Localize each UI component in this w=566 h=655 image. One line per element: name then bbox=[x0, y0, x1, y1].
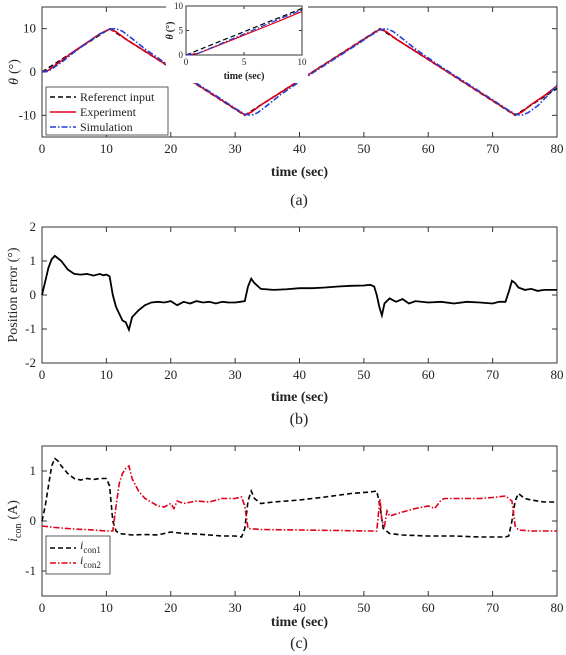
chart-a-x-tick-label: 50 bbox=[357, 141, 370, 156]
chart-a-inset-x-tick-label: 10 bbox=[298, 57, 308, 67]
chart-a-x-tick-label: 70 bbox=[486, 141, 499, 156]
chart-a-inset-y-axis-unit: (°) bbox=[165, 22, 176, 33]
chart-c-legend-label-1: icon2 bbox=[80, 553, 101, 570]
chart-a-inset-x-tick-label: 5 bbox=[242, 57, 247, 67]
chart-b-x-tick-label: 70 bbox=[486, 367, 499, 382]
chart-c-legend-label-0: icon1 bbox=[80, 538, 101, 555]
chart-c-x-tick-label: 40 bbox=[293, 600, 306, 615]
chart-b-x-tick-label: 80 bbox=[551, 367, 564, 382]
chart-b-x-tick-label: 30 bbox=[229, 367, 242, 382]
chart-b-x-tick-label: 20 bbox=[164, 367, 177, 382]
chart-a-x-tick-label: 20 bbox=[164, 141, 177, 156]
chart-b-y-tick-label: 1 bbox=[30, 253, 37, 268]
chart-a-x-tick-label: 10 bbox=[100, 141, 113, 156]
chart-c-x-tick-label: 30 bbox=[229, 600, 242, 615]
chart-c-legend-symbol-0: i bbox=[80, 538, 83, 552]
chart-a-inset-y-tick-label: 10 bbox=[174, 1, 184, 11]
chart-b-y-tick-label: -2 bbox=[25, 355, 36, 370]
chart-a-y-tick-label: -10 bbox=[19, 107, 36, 122]
chart-c-y-axis-subscript: con bbox=[13, 524, 24, 538]
chart-c-y-tick-label: -1 bbox=[25, 563, 36, 578]
chart-a-inset-series-line-2 bbox=[185, 9, 303, 56]
chart-a-x-tick-label: 40 bbox=[293, 141, 306, 156]
chart-c-legend-subscript-1: con2 bbox=[83, 560, 101, 570]
chart-c-axes-box bbox=[41, 445, 558, 597]
chart-c-y-tick-label: 0 bbox=[30, 513, 37, 528]
chart-b-x-tick-label: 10 bbox=[100, 367, 113, 382]
chart-c-x-tick-label: 0 bbox=[39, 600, 46, 615]
chart-a-x-tick-label: 80 bbox=[551, 141, 564, 156]
chart-a-legend-label-2: Simulation bbox=[80, 120, 133, 134]
chart-c-x-tick-label: 60 bbox=[422, 600, 435, 615]
chart-b-y-tick-label: 0 bbox=[30, 287, 37, 302]
chart-b-series-line-0 bbox=[41, 254, 557, 333]
chart-c-x-tick-label: 20 bbox=[164, 600, 177, 615]
chart-c-y-axis-unit: (A) bbox=[6, 500, 21, 520]
chart-c-x-tick-label: 10 bbox=[100, 600, 113, 615]
chart-c-x-tick-label: 50 bbox=[357, 600, 370, 615]
chart-c-legend bbox=[45, 535, 111, 575]
chart-a-x-tick-label: 0 bbox=[39, 141, 46, 156]
chart-b-caption: (b) bbox=[290, 411, 309, 428]
chart-c-x-tick-label: 80 bbox=[551, 600, 564, 615]
chart-c-y-axis-label: icon (A) bbox=[6, 500, 24, 542]
chart-a-inset-y-axis-symbol: θ bbox=[165, 33, 176, 39]
chart-b-y-axis-label: Position error (°) bbox=[6, 247, 21, 342]
chart-b-x-tick-label: 50 bbox=[357, 367, 370, 382]
chart-b-x-axis-label: time (sec) bbox=[271, 390, 328, 405]
chart-a-caption: (a) bbox=[290, 192, 308, 209]
chart-a-y-tick-label: 10 bbox=[23, 21, 36, 36]
chart-b-axes-box bbox=[41, 226, 558, 364]
chart-a-legend-label-0: Referenct input bbox=[80, 90, 155, 104]
chart-a-y-axis-unit: (°) bbox=[7, 59, 22, 74]
chart-a-inset-x-axis-label: time (sec) bbox=[224, 71, 265, 82]
chart-a-x-tick-label: 30 bbox=[229, 141, 242, 156]
chart-c-x-axis-label: time (sec) bbox=[271, 615, 328, 630]
chart-a-series-line-2 bbox=[41, 27, 558, 117]
chart-c-caption: (c) bbox=[290, 635, 308, 652]
chart-c-y-axis-symbol: i bbox=[6, 538, 21, 542]
chart-b-x-tick-label: 0 bbox=[39, 367, 46, 382]
chart-a-inset-series-line-0 bbox=[185, 7, 303, 56]
chart-a-legend-label-1: Experiment bbox=[80, 105, 137, 119]
chart-c-x-tick-label: 70 bbox=[486, 600, 499, 615]
chart-b-x-tick-label: 40 bbox=[293, 367, 306, 382]
chart-a-inset-x-tick-label: 0 bbox=[184, 57, 189, 67]
chart-c-legend-subscript-0: con1 bbox=[83, 545, 101, 555]
chart-a-x-tick-label: 60 bbox=[422, 141, 435, 156]
chart-a-inset-y-tick-label: 0 bbox=[179, 50, 184, 60]
chart-c-y-tick-label: 1 bbox=[30, 463, 37, 478]
chart-a-y-axis-symbol: θ bbox=[7, 78, 22, 85]
chart-b-y-tick-label: 2 bbox=[30, 219, 37, 234]
chart-c-legend-symbol-1: i bbox=[80, 553, 83, 567]
chart-c-series-line-1 bbox=[41, 464, 557, 532]
chart-b-y-tick-label: -1 bbox=[25, 321, 36, 336]
chart-a-y-axis-label: θ (°) bbox=[7, 59, 22, 85]
chart-a-inset-y-tick-label: 5 bbox=[179, 26, 184, 36]
chart-a-inset-y-axis-label: θ(°) bbox=[165, 22, 176, 40]
chart-c-series-line-0 bbox=[41, 457, 557, 538]
chart-a-x-axis-label: time (sec) bbox=[271, 165, 328, 180]
chart-b-x-tick-label: 60 bbox=[422, 367, 435, 382]
chart-a-y-tick-label: 0 bbox=[30, 64, 37, 79]
